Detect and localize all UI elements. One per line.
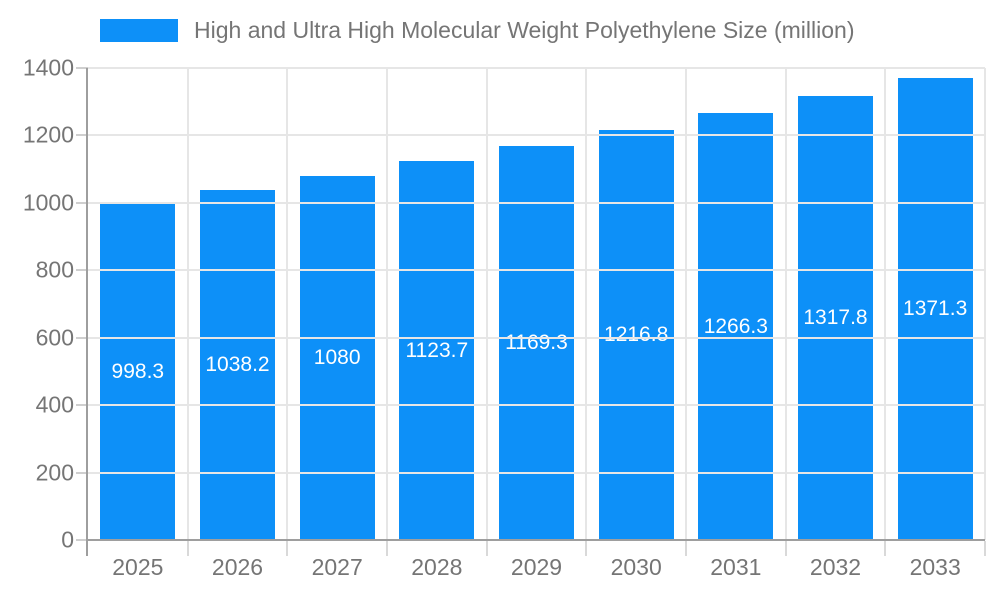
bar-2028[interactable]: 1123.7: [399, 161, 475, 540]
y-axis-tick: [76, 201, 88, 204]
bar-value-label: 998.3: [111, 359, 165, 383]
gridline-vertical: [286, 68, 289, 540]
gridline-horizontal: [88, 269, 985, 272]
bar-2032[interactable]: 1317.8: [798, 95, 873, 540]
gridline-horizontal: [88, 404, 985, 407]
bar-2029[interactable]: 1169.3: [499, 145, 574, 540]
y-axis-label: 1000: [22, 189, 74, 216]
x-axis-tick: [684, 541, 687, 556]
x-axis-label: 2026: [211, 554, 264, 580]
gridline-horizontal: [88, 336, 985, 339]
bar-value-label: 1169.3: [505, 330, 568, 354]
y-axis-labels: 0 200 400 600 800 1000 1200 1400: [0, 55, 74, 553]
gridline-vertical: [485, 68, 488, 540]
x-axis-tick: [286, 541, 289, 556]
bar-value-label: 1317.8: [803, 305, 868, 329]
x-axis-tick: [186, 541, 189, 556]
y-axis-tick: [76, 539, 88, 541]
gridline-vertical: [186, 68, 189, 540]
bar-2027[interactable]: 1080: [299, 175, 375, 540]
gridline-vertical: [385, 68, 388, 540]
legend[interactable]: High and Ultra High Molecular Weight Pol…: [100, 17, 854, 44]
bar-value-label: 1371.3: [903, 296, 968, 320]
gridline-vertical: [984, 68, 986, 540]
y-axis-tick: [76, 269, 88, 272]
y-axis-label: 1200: [22, 121, 74, 148]
y-axis-label: 600: [35, 324, 74, 351]
bar-value-label: 1123.7: [405, 338, 469, 362]
bar-2033[interactable]: 1371.3: [897, 77, 973, 540]
x-axis-label: 2028: [411, 554, 463, 580]
y-axis-label: 400: [35, 391, 74, 418]
y-axis-label: 800: [35, 256, 74, 283]
gridline-horizontal: [88, 471, 985, 474]
gridline-horizontal: [88, 134, 985, 137]
y-axis-label: 1400: [22, 54, 74, 81]
x-axis-tick: [485, 541, 488, 556]
bar-2030[interactable]: 1216.8: [598, 129, 674, 540]
y-axis-tick: [76, 134, 88, 137]
x-axis-tick: [984, 541, 986, 556]
x-axis-tick: [884, 541, 887, 556]
chart-title: High and Ultra High Molecular Weight Pol…: [194, 17, 855, 43]
gridline-horizontal: [88, 201, 985, 204]
y-axis-label: 200: [35, 459, 74, 486]
gridline-vertical: [684, 68, 687, 540]
bar-value-label: 1038.2: [205, 352, 270, 376]
bar-value-label: 1080: [313, 345, 361, 369]
bar-2025[interactable]: 998.3: [100, 203, 176, 540]
y-axis-tick: [76, 404, 88, 407]
y-axis-tick: [76, 336, 88, 339]
plot-area: 998.3 1038.2 1080 1123.7 1169.3 1216.8 1266.3 1…: [76, 67, 986, 541]
x-axis-labels: 2025 2026 2027 2028 2029 2030 2031 2032 2033: [88, 554, 985, 586]
x-axis-label: 2030: [610, 554, 662, 580]
x-axis-label: 2029: [510, 554, 563, 580]
legend-swatch: [100, 19, 178, 42]
x-axis-label: 2025: [112, 554, 164, 580]
bars-layer: 998.3 1038.2 1080 1123.7 1169.3 1216.8 1266.3 1…: [88, 68, 985, 540]
y-axis-tick: [76, 67, 88, 69]
gridline-vertical: [884, 68, 887, 540]
bar-2026[interactable]: 1038.2: [200, 189, 275, 540]
bar-value-label: 1216.8: [604, 322, 669, 346]
x-axis-tick: [385, 541, 388, 556]
bar-2031[interactable]: 1266.3: [698, 113, 774, 540]
x-axis-ticks: [88, 541, 986, 556]
x-axis-label: 2027: [311, 554, 363, 580]
y-axis-label: 0: [61, 526, 74, 553]
x-axis-tick: [585, 541, 588, 556]
x-axis-line: [86, 539, 985, 541]
gridline-vertical: [784, 68, 787, 540]
x-axis-label: 2032: [809, 554, 862, 580]
y-axis-tick: [76, 471, 88, 474]
x-axis-label: 2033: [909, 554, 961, 580]
gridline-vertical: [585, 68, 588, 540]
y-axis-line: [86, 68, 88, 556]
gridline-horizontal: [88, 67, 985, 69]
bar-value-label: 1266.3: [703, 314, 768, 338]
x-axis-tick: [784, 541, 787, 556]
x-axis-label: 2031: [710, 554, 762, 580]
